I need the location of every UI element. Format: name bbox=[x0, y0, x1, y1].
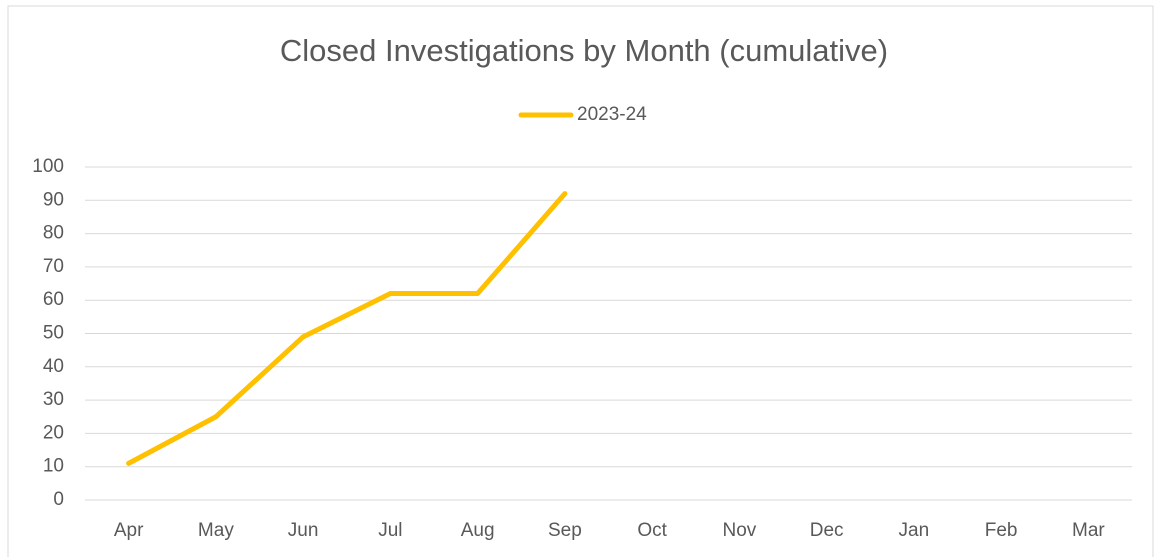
y-tick-label: 0 bbox=[53, 489, 64, 510]
x-tick-label: Feb bbox=[985, 520, 1018, 541]
chart-border bbox=[7, 5, 1154, 557]
y-tick-label: 30 bbox=[43, 389, 64, 410]
y-tick-label: 60 bbox=[43, 289, 64, 310]
line-series bbox=[126, 191, 568, 466]
y-tick-label: 40 bbox=[43, 356, 64, 377]
x-tick-label: Oct bbox=[637, 520, 667, 541]
x-tick-label: Jul bbox=[378, 520, 402, 541]
x-tick-label: Jun bbox=[288, 520, 319, 541]
x-tick-label: Apr bbox=[114, 520, 144, 541]
y-tick-label: 80 bbox=[43, 223, 64, 244]
x-tick-label: Aug bbox=[461, 520, 495, 541]
x-tick-label: Dec bbox=[810, 520, 844, 541]
y-tick-label: 100 bbox=[32, 156, 64, 177]
y-tick-label: 50 bbox=[43, 323, 64, 344]
x-tick-label: May bbox=[198, 520, 234, 541]
x-tick-label: Sep bbox=[548, 520, 582, 541]
y-tick-label: 70 bbox=[43, 256, 64, 277]
legend-label: 2023-24 bbox=[577, 104, 647, 125]
y-tick-label: 90 bbox=[43, 189, 64, 210]
x-tick-label: Nov bbox=[722, 520, 756, 541]
x-tick-label: Mar bbox=[1072, 520, 1105, 541]
chart-title: Closed Investigations by Month (cumulati… bbox=[280, 33, 888, 68]
x-tick-label: Jan bbox=[899, 520, 930, 541]
y-tick-label: 10 bbox=[43, 456, 64, 477]
y-tick-label: 20 bbox=[43, 422, 64, 443]
